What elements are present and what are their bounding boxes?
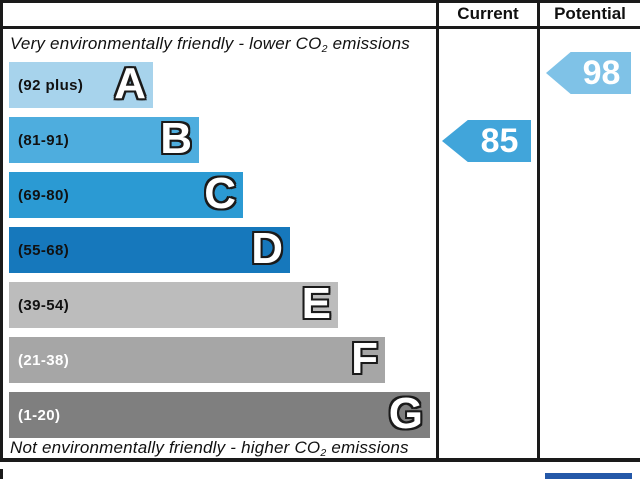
potential-column-header: Potential	[554, 4, 626, 23]
current-column-divider	[436, 0, 439, 461]
rating-band-e: (39-54) E	[9, 282, 338, 328]
band-letter: F	[351, 334, 378, 383]
rating-band-c: (69-80) C	[9, 172, 243, 218]
bottom-note: Not environmentally friendly - higher CO…	[10, 438, 409, 459]
table-border-top	[0, 0, 640, 3]
rating-band-g: (1-20) G	[9, 392, 430, 438]
band-range-label: (69-80)	[18, 186, 70, 204]
current-rating-arrow: 85	[442, 120, 531, 162]
band-range-label: (55-68)	[18, 241, 70, 259]
top-note-text: Very environmentally friendly - lower CO	[10, 34, 322, 53]
band-range-label: (92 plus)	[18, 76, 84, 94]
current-rating-value: 85	[480, 122, 519, 160]
rating-band-f: (21-38) F	[9, 337, 385, 383]
top-note-text-end: emissions	[327, 34, 410, 53]
band-letter: G	[388, 389, 423, 438]
co2-subscript: 2	[321, 42, 328, 55]
rating-band-d: (55-68) D	[9, 227, 290, 273]
band-range-label: (81-91)	[18, 131, 70, 149]
table-border-left	[0, 0, 3, 461]
current-column-header: Current	[457, 4, 519, 23]
table-border-bottom	[0, 458, 640, 462]
potential-rating-value: 98	[582, 54, 621, 92]
partial-blue-box	[545, 473, 632, 479]
next-section-border-stub	[0, 469, 3, 479]
band-letter: C	[204, 169, 236, 218]
band-range-label: (21-38)	[18, 351, 70, 369]
band-letter: A	[114, 59, 146, 108]
potential-rating-arrow: 98	[546, 52, 631, 94]
header-row-divider	[0, 26, 640, 29]
bottom-note-text-end: emissions	[326, 438, 409, 457]
band-letter: B	[160, 114, 192, 163]
co2-subscript: 2	[320, 446, 327, 459]
band-letter: D	[251, 224, 283, 273]
band-range-label: (1-20)	[18, 406, 61, 424]
potential-column-divider	[537, 0, 540, 461]
rating-band-b: (81-91) B	[9, 117, 199, 163]
bottom-note-text: Not environmentally friendly - higher CO	[10, 438, 321, 457]
band-letter: E	[301, 279, 331, 328]
band-range-label: (39-54)	[18, 296, 70, 314]
rating-band-a: (92 plus) A	[9, 62, 153, 108]
top-note: Very environmentally friendly - lower CO…	[10, 34, 410, 55]
